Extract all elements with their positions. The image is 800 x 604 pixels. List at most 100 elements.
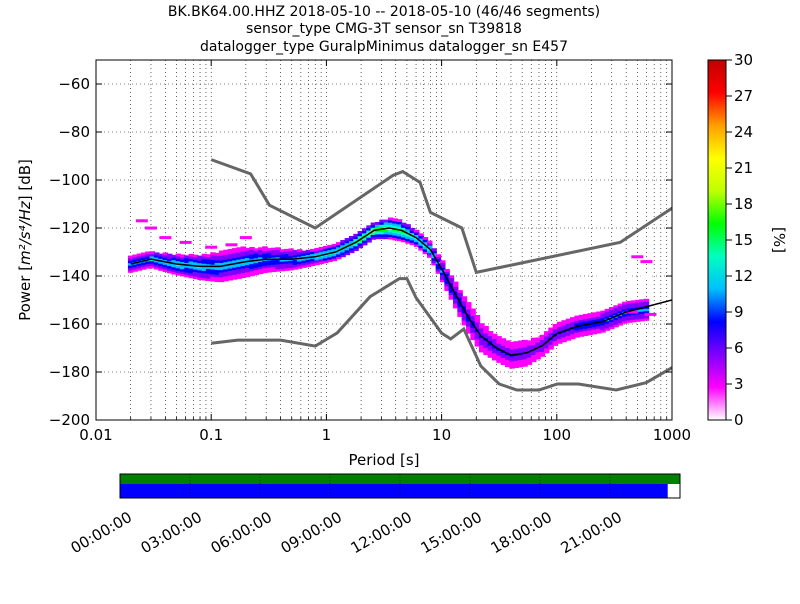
density-cell	[496, 336, 502, 339]
density-cell	[214, 252, 221, 256]
density-cell	[153, 254, 160, 258]
density-cell	[557, 326, 563, 330]
density-cell	[149, 255, 156, 259]
density-cell	[565, 333, 572, 336]
density-cell	[158, 265, 164, 269]
density-cell	[630, 307, 637, 311]
density-cell	[392, 237, 398, 241]
density-cell	[505, 359, 511, 363]
density-cell	[253, 257, 260, 261]
density-cell	[288, 267, 294, 271]
density-cell	[127, 262, 134, 266]
density-cell	[361, 230, 368, 234]
density-cell	[617, 303, 624, 307]
density-cell	[418, 245, 424, 249]
density-cell	[405, 240, 411, 244]
density-cell	[197, 260, 203, 264]
y-axis-label-bracket-close: ]	[16, 195, 34, 201]
density-cell	[491, 355, 498, 359]
density-cell	[474, 322, 481, 325]
density-cell	[379, 219, 385, 223]
density-cell	[409, 242, 416, 246]
density-cell	[301, 250, 307, 254]
density-cell	[374, 229, 381, 232]
density-cell	[474, 326, 481, 330]
density-cell	[210, 269, 216, 272]
density-cell	[396, 221, 403, 225]
density-cell	[188, 275, 195, 279]
density-cell	[470, 313, 476, 317]
density-cell	[544, 331, 550, 334]
density-cell	[158, 256, 164, 259]
density-cell	[227, 258, 234, 262]
density-cell	[509, 365, 515, 369]
density-cell	[461, 298, 468, 302]
density-cell	[344, 252, 351, 256]
density-cell	[639, 299, 645, 303]
density-cell	[465, 304, 472, 308]
density-cell	[400, 237, 407, 240]
density-cell	[531, 354, 537, 358]
density-cell	[366, 230, 372, 233]
density-cell	[431, 260, 437, 264]
density-cell	[609, 314, 615, 318]
density-cell	[283, 265, 290, 269]
density-cell	[244, 255, 251, 258]
density-cell	[288, 255, 294, 259]
density-cell	[574, 329, 580, 333]
density-cell	[383, 222, 390, 225]
density-cell	[439, 277, 446, 280]
density-cell	[283, 248, 290, 252]
density-cell	[279, 251, 286, 255]
density-cell	[244, 262, 251, 266]
density-cell	[565, 335, 572, 339]
density-cell	[531, 344, 537, 348]
density-cell	[531, 359, 537, 363]
density-cell	[570, 317, 576, 320]
density-cell	[314, 262, 320, 266]
density-cell	[513, 350, 520, 354]
density-cell	[591, 312, 598, 316]
density-cell	[171, 257, 177, 261]
density-cell	[218, 269, 225, 273]
density-cell	[405, 236, 411, 239]
density-cell	[370, 227, 377, 231]
density-cell	[565, 325, 572, 329]
density-cell	[604, 323, 611, 327]
density-cell	[132, 268, 138, 272]
density-cell	[544, 350, 550, 354]
density-cell	[491, 357, 498, 361]
density-cell	[253, 265, 260, 268]
outlier-cell	[539, 279, 552, 283]
density-cell	[396, 223, 403, 227]
density-cell	[127, 258, 134, 261]
density-cell	[262, 270, 268, 274]
density-cell	[201, 260, 208, 264]
density-cell	[509, 358, 515, 362]
density-cell	[188, 261, 195, 264]
density-cell	[531, 349, 537, 353]
density-cell	[153, 252, 160, 256]
density-cell	[535, 351, 541, 355]
density-cell	[600, 317, 606, 321]
x-axis-ticks: 0.01 0.1 1 10 100 1000	[79, 60, 691, 444]
timeline-tick-label: 00:00:00	[68, 508, 135, 557]
density-cell	[505, 347, 511, 351]
density-cell	[474, 334, 481, 337]
density-cell	[474, 336, 481, 340]
density-cell	[418, 242, 424, 246]
density-cell	[539, 337, 546, 340]
density-cell	[613, 324, 619, 328]
density-cell	[444, 283, 450, 287]
density-cell	[236, 256, 242, 260]
density-cell	[513, 362, 520, 366]
density-cell	[426, 255, 433, 258]
density-cell	[578, 333, 585, 337]
density-cell	[353, 243, 359, 247]
density-cell	[613, 307, 619, 311]
density-cell	[565, 323, 572, 327]
density-cell	[630, 302, 637, 306]
density-cell	[262, 251, 268, 254]
